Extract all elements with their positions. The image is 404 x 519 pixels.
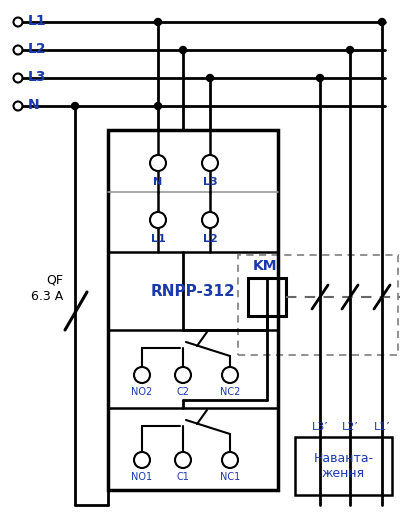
- Circle shape: [206, 75, 213, 81]
- Circle shape: [13, 102, 23, 111]
- Bar: [108, 130, 278, 490]
- Circle shape: [134, 452, 150, 468]
- Circle shape: [13, 18, 23, 26]
- Text: L2’: L2’: [341, 422, 358, 432]
- Circle shape: [175, 452, 191, 468]
- Circle shape: [175, 367, 191, 383]
- Text: L2: L2: [203, 234, 217, 244]
- Circle shape: [154, 19, 162, 25]
- Circle shape: [150, 212, 166, 228]
- Text: C1: C1: [177, 472, 189, 482]
- Text: NO2: NO2: [131, 387, 153, 397]
- Text: L1: L1: [28, 14, 46, 28]
- Text: L1: L1: [151, 234, 165, 244]
- Text: 6.3 A: 6.3 A: [31, 290, 63, 303]
- Text: L2: L2: [28, 42, 46, 56]
- Circle shape: [134, 367, 150, 383]
- Circle shape: [222, 367, 238, 383]
- Text: RNPP-312: RNPP-312: [151, 283, 236, 298]
- Circle shape: [13, 74, 23, 83]
- Bar: [248, 278, 286, 316]
- Text: L1’: L1’: [374, 422, 390, 432]
- Text: L3’: L3’: [311, 422, 328, 432]
- Circle shape: [150, 155, 166, 171]
- Text: N: N: [28, 98, 40, 112]
- Circle shape: [379, 19, 385, 25]
- Circle shape: [72, 102, 78, 110]
- Text: L3: L3: [28, 70, 46, 84]
- Circle shape: [316, 75, 324, 81]
- Circle shape: [222, 452, 238, 468]
- Text: N: N: [154, 177, 163, 187]
- Bar: [238, 255, 398, 355]
- Circle shape: [202, 155, 218, 171]
- Circle shape: [154, 102, 162, 110]
- Circle shape: [347, 47, 354, 53]
- Circle shape: [179, 47, 187, 53]
- Text: Наванта-
ження: Наванта- ження: [314, 452, 374, 480]
- Text: NC1: NC1: [220, 472, 240, 482]
- Bar: [295, 437, 392, 495]
- Text: KM: KM: [253, 259, 278, 273]
- Circle shape: [202, 212, 218, 228]
- Text: C2: C2: [177, 387, 189, 397]
- Text: NO1: NO1: [131, 472, 153, 482]
- Text: QF: QF: [46, 274, 63, 286]
- Circle shape: [13, 46, 23, 54]
- Text: NC2: NC2: [220, 387, 240, 397]
- Text: L3: L3: [203, 177, 217, 187]
